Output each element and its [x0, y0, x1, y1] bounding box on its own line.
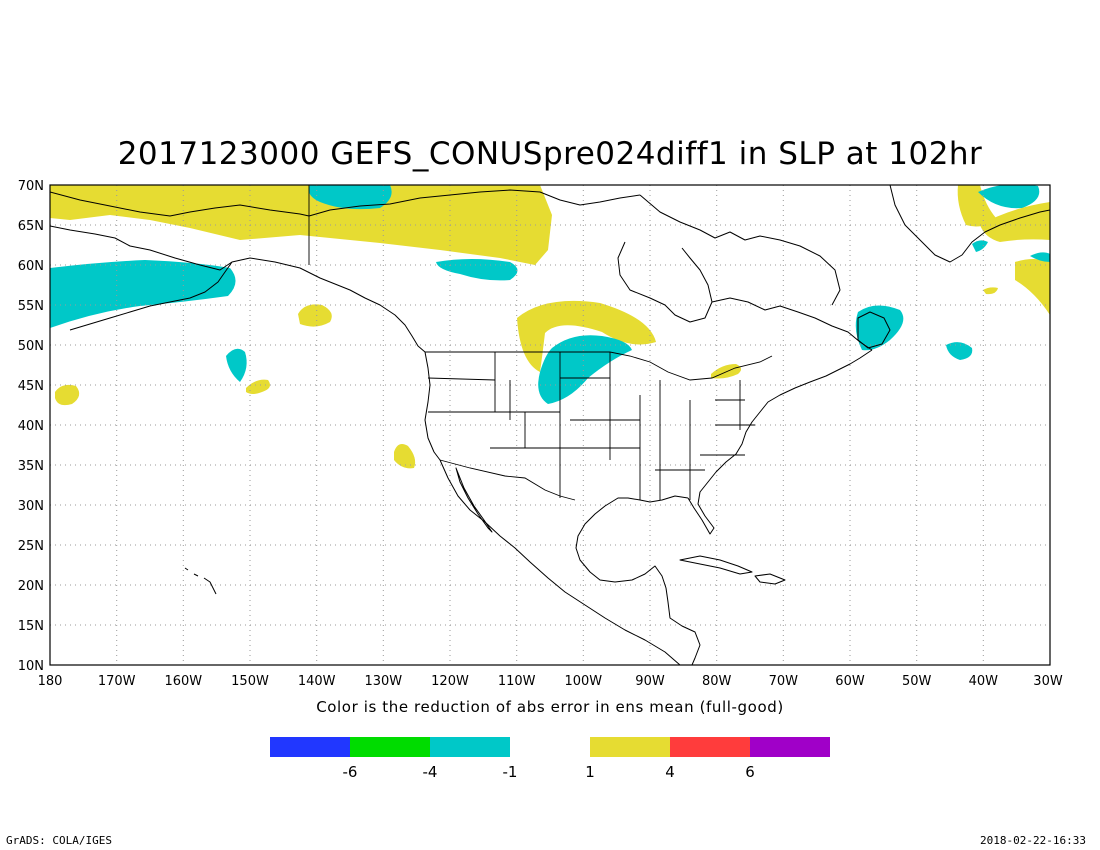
lat-label: 60N — [18, 259, 44, 274]
political-boundaries — [308, 185, 773, 501]
lon-label: 30W — [1033, 674, 1063, 689]
shade-pos-greenland-west — [957, 185, 996, 227]
footer-timestamp: 2018-02-22-16:33 — [980, 834, 1086, 847]
map-title: 2017123000 GEFS_CONUSpre024diff1 in SLP … — [117, 136, 983, 172]
coast-labrador — [711, 297, 873, 351]
coast-greenland — [889, 185, 1050, 263]
lon-axis-labels: 180 170W 160W 150W 140W 130W 120W 110W 1… — [38, 674, 1063, 689]
map-subtitle: Color is the reduction of abs error in e… — [316, 698, 784, 716]
footer-credit: GrADS: COLA/IGES — [6, 834, 112, 847]
shade-pos-pacific-1 — [298, 304, 332, 327]
colorbar-swatch-pos4 — [670, 737, 750, 757]
lat-label: 25N — [18, 539, 44, 554]
colorbar-label: 4 — [665, 763, 675, 781]
lat-label: 40N — [18, 419, 44, 434]
lon-label: 40W — [969, 674, 999, 689]
coast-alaska-west — [50, 225, 426, 353]
coast-arctic-canada — [308, 189, 641, 217]
lat-label: 50N — [18, 339, 44, 354]
shade-neg-labrador — [855, 305, 904, 351]
shade-pos-pacific-2 — [55, 384, 80, 406]
coast-hawaii — [184, 567, 217, 595]
colorbar-swatch-pos1 — [590, 737, 670, 757]
coast-arctic-islands — [639, 194, 841, 306]
shade-neg-aleutian — [50, 260, 236, 328]
lon-label: 70W — [769, 674, 799, 689]
colorbar-swatch-neg4 — [350, 737, 430, 757]
lat-label: 65N — [18, 219, 44, 234]
lat-label: 55N — [18, 299, 44, 314]
lat-label: 45N — [18, 379, 44, 394]
colorbar-label: 1 — [585, 763, 595, 781]
coast-gulf — [575, 495, 701, 665]
lon-label: 100W — [564, 674, 602, 689]
shade-neg-plains — [538, 335, 632, 404]
shade-neg-atlantic — [946, 342, 973, 360]
lat-label: 35N — [18, 459, 44, 474]
shade-neg-pacific — [226, 348, 247, 382]
shade-neg-bc — [436, 259, 518, 281]
lon-label: 160W — [164, 674, 202, 689]
lat-label: 10N — [18, 659, 44, 674]
lon-label: 170W — [98, 674, 136, 689]
colorbar-swatch-neg1 — [430, 737, 510, 757]
lat-label: 30N — [18, 499, 44, 514]
lat-label: 15N — [18, 619, 44, 634]
shade-pos-offshore — [394, 444, 416, 469]
coast-east-us — [687, 349, 873, 535]
lon-label: 60W — [835, 674, 865, 689]
lon-label: 110W — [498, 674, 536, 689]
border-us-mexico — [439, 459, 576, 501]
coast-baja — [455, 467, 493, 533]
lat-label: 70N — [18, 179, 44, 194]
shade-neg-greenland-2 — [972, 240, 988, 252]
lon-label: 130W — [364, 674, 402, 689]
shading-negative — [50, 185, 1050, 404]
shade-pos-greenland-east — [980, 202, 1050, 242]
colorbar-label: -4 — [423, 763, 438, 781]
lat-lon-grid — [50, 185, 1050, 665]
coast-cuba — [679, 555, 753, 575]
lon-label: 150W — [231, 674, 269, 689]
coast-newfoundland — [857, 311, 891, 349]
coast-hispaniola — [754, 573, 786, 585]
lon-label: 90W — [635, 674, 665, 689]
coast-mexico-pacific — [439, 459, 681, 665]
coast-west-us — [424, 351, 441, 461]
colorbar-swatch-neg6 — [270, 737, 350, 757]
plot-frame — [49, 184, 1051, 666]
map-plot-area — [50, 185, 1050, 665]
shade-pos-atlantic-small — [983, 287, 998, 295]
shade-neg-greenland — [978, 185, 1040, 209]
shade-neg-atlantic-2 — [1030, 252, 1050, 262]
lat-label: 20N — [18, 579, 44, 594]
lon-label: 180 — [38, 674, 63, 689]
shade-neg-gulf-alaska — [308, 185, 392, 210]
colorbar-label: -1 — [503, 763, 518, 781]
coast-alaska-north — [50, 191, 310, 217]
shade-pos-atlantic — [1015, 259, 1050, 315]
lon-label: 140W — [298, 674, 336, 689]
colorbar-label: 6 — [745, 763, 755, 781]
lon-label: 50W — [902, 674, 932, 689]
lon-label: 120W — [431, 674, 469, 689]
shade-pos-central-canada — [517, 300, 656, 372]
lat-axis-labels: 70N 65N 60N 55N 50N 45N 40N 35N 30N 25N … — [18, 179, 44, 674]
colorbar: -6 -4 -1 1 4 6 — [270, 737, 830, 781]
colorbar-label: -6 — [343, 763, 358, 781]
border-us-canada — [425, 351, 773, 381]
coast-alaska-peninsula — [69, 261, 233, 331]
lon-label: 80W — [702, 674, 732, 689]
coastlines — [50, 185, 1050, 665]
coast-hudson-bay — [617, 241, 713, 323]
shade-pos-pacific-3 — [246, 379, 270, 394]
colorbar-swatch-pos6 — [750, 737, 830, 757]
state-lines — [427, 352, 755, 500]
